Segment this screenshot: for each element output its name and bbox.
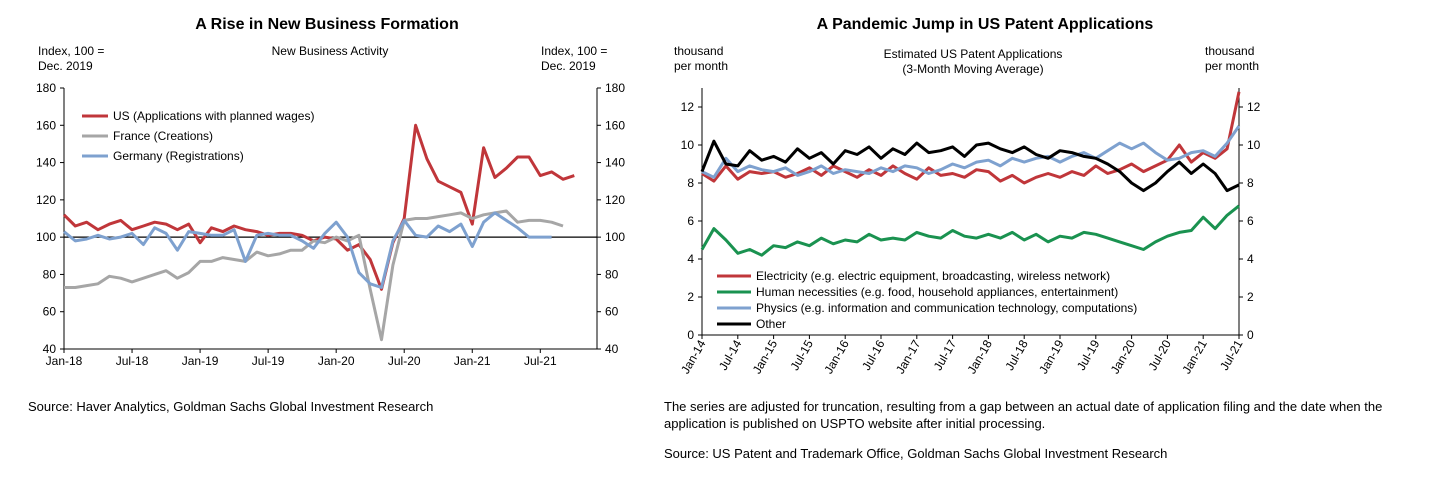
right-chart-y-unit-label-left: per month xyxy=(674,59,728,73)
left-source-note: Source: Haver Analytics, Goldman Sachs G… xyxy=(28,399,434,414)
left-chart-y-tick-label-right: 60 xyxy=(605,305,619,319)
right-chart-legend-label: Physics (e.g. information and communicat… xyxy=(756,301,1137,315)
left-chart-legend-label: US (Applications with planned wages) xyxy=(113,109,314,123)
right-chart-title: A Pandemic Jump in US Patent Application… xyxy=(816,16,1154,33)
right-chart-legend-label: Electricity (e.g. electric equipment, br… xyxy=(756,269,1110,283)
right-chart-y-unit-label-right: per month xyxy=(1205,59,1259,73)
right-chart-legend-label: Other xyxy=(756,317,786,331)
left-chart-x-tick-label: Jan-18 xyxy=(46,354,83,368)
right-chart-y-tick-label-left: 12 xyxy=(681,100,695,114)
right-chart-y-tick-label-left: 0 xyxy=(687,328,694,342)
left-chart-x-tick-label: Jul-20 xyxy=(388,354,421,368)
left-chart-y-unit-label-left: Dec. 2019 xyxy=(38,59,93,73)
right-chart-y-tick-label-left: 10 xyxy=(681,138,695,152)
right-chart-x-tick-label: Jul-14 xyxy=(716,337,745,373)
right-chart-x-tick-label: Jan-18 xyxy=(965,337,996,376)
right-chart-x-tick-label: Jan-20 xyxy=(1108,337,1139,376)
left-chart-y-tick-label-right: 160 xyxy=(605,118,625,132)
left-chart-series-france xyxy=(64,209,564,342)
left-chart-title: A Rise in New Business Formation xyxy=(195,16,459,33)
right-chart-x-tick-label: Jul-20 xyxy=(1146,337,1175,373)
left-chart-svg: 40 40 60 60 80 80 100 100 120 120 140 140 160 160 180 1… xyxy=(36,44,625,368)
right-chart-y-tick-label-right: 4 xyxy=(1247,252,1254,266)
left-chart-y-tick-label-left: 80 xyxy=(43,267,57,281)
right-chart-series-physics xyxy=(701,125,1241,179)
left-chart-y-unit-label-right: Dec. 2019 xyxy=(541,59,596,73)
left-chart-legend-label: France (Creations) xyxy=(113,129,213,143)
right-chart-series-human xyxy=(700,204,1240,257)
right-chart-x-tick-label: Jul-17 xyxy=(931,337,960,373)
right-chart-y-tick-label-right: 2 xyxy=(1247,290,1254,304)
right-chart-x-tick-label: Jan-19 xyxy=(1036,337,1067,376)
right-chart-y-tick-label-left: 6 xyxy=(687,214,694,228)
right-chart-x-tick-label: Jan-17 xyxy=(893,337,924,376)
left-chart-legend-label: Germany (Registrations) xyxy=(113,149,244,163)
right-chart-x-tick-label: Jan-21 xyxy=(1179,337,1210,376)
right-chart-y-unit-label-left: thousand xyxy=(674,44,723,58)
right-chart-x-tick-label: Jan-14 xyxy=(678,337,709,376)
right-chart-y-tick-label-right: 10 xyxy=(1247,138,1261,152)
right-chart-x-tick-label: Jul-18 xyxy=(1002,337,1031,373)
left-chart-x-tick-label: Jul-18 xyxy=(116,354,149,368)
right-chart-y-tick-label-right: 6 xyxy=(1247,214,1254,228)
right-chart-y-tick-label-right: 0 xyxy=(1247,328,1254,342)
right-chart-series-other xyxy=(700,139,1240,193)
left-chart-y-tick-label-left: 180 xyxy=(36,81,56,95)
right-truncation-note: The series are adjusted for truncation, … xyxy=(664,399,1383,431)
right-chart-x-tick-label: Jan-15 xyxy=(750,337,781,376)
left-chart-x-tick-label: Jul-19 xyxy=(252,354,285,368)
right-chart-y-unit-label-right: thousand xyxy=(1205,44,1254,58)
left-chart-x-tick-label: Jan-21 xyxy=(454,354,491,368)
right-chart-series-electricity xyxy=(701,91,1241,185)
left-chart-y-tick-label-right: 40 xyxy=(605,342,619,356)
right-chart-y-tick-label-right: 12 xyxy=(1247,100,1261,114)
right-chart-x-tick-label: Jul-21 xyxy=(1217,337,1246,373)
left-chart-x-tick-label: Jan-19 xyxy=(182,354,219,368)
left-chart-y-tick-label-left: 100 xyxy=(36,230,56,244)
right-chart-legend-label: Human necessities (e.g. food, household … xyxy=(756,285,1118,299)
right-chart-subtitle: Estimated US Patent Applications xyxy=(884,47,1063,61)
right-chart-y-tick-label-left: 4 xyxy=(687,252,694,266)
left-chart-y-tick-label-right: 100 xyxy=(605,230,625,244)
right-chart-x-tick-label: Jul-15 xyxy=(788,337,817,373)
right-chart-x-tick-label: Jul-19 xyxy=(1074,337,1103,373)
left-chart-y-tick-label-right: 120 xyxy=(605,193,625,207)
left-chart-y-tick-label-right: 80 xyxy=(605,267,619,281)
right-chart-y-tick-label-right: 8 xyxy=(1247,176,1254,190)
right-chart-x-tick-label: Jul-16 xyxy=(859,337,888,373)
left-chart-y-unit-label-right: Index, 100 = xyxy=(541,44,607,58)
left-chart-x-tick-label: Jul-21 xyxy=(524,354,557,368)
left-chart-panel: A Rise in New Business Formation 40 40 60 6… xyxy=(0,0,660,478)
left-chart-y-tick-label-right: 180 xyxy=(605,81,625,95)
left-chart-series-germany xyxy=(63,211,552,289)
right-chart-y-tick-label-left: 8 xyxy=(687,176,694,190)
left-chart-y-tick-label-left: 140 xyxy=(36,156,56,170)
left-chart-subtitle: New Business Activity xyxy=(272,44,389,58)
right-chart-y-tick-label-left: 2 xyxy=(687,290,694,304)
right-source-note: Source: US Patent and Trademark Office, … xyxy=(664,446,1168,461)
left-chart-y-tick-label-right: 140 xyxy=(605,156,625,170)
right-chart-subtitle: (3-Month Moving Average) xyxy=(902,62,1043,76)
left-chart-y-tick-label-left: 120 xyxy=(36,193,56,207)
left-chart-y-unit-label-left: Index, 100 = xyxy=(38,44,104,58)
right-chart-panel: A Pandemic Jump in US Patent Application… xyxy=(660,0,1446,478)
right-chart-x-tick-label: Jan-16 xyxy=(821,337,852,376)
left-chart-y-tick-label-left: 160 xyxy=(36,118,56,132)
left-chart-x-tick-label: Jan-20 xyxy=(318,354,355,368)
left-chart-y-tick-label-left: 60 xyxy=(43,305,57,319)
left-chart-y-tick-label-left: 40 xyxy=(43,342,57,356)
